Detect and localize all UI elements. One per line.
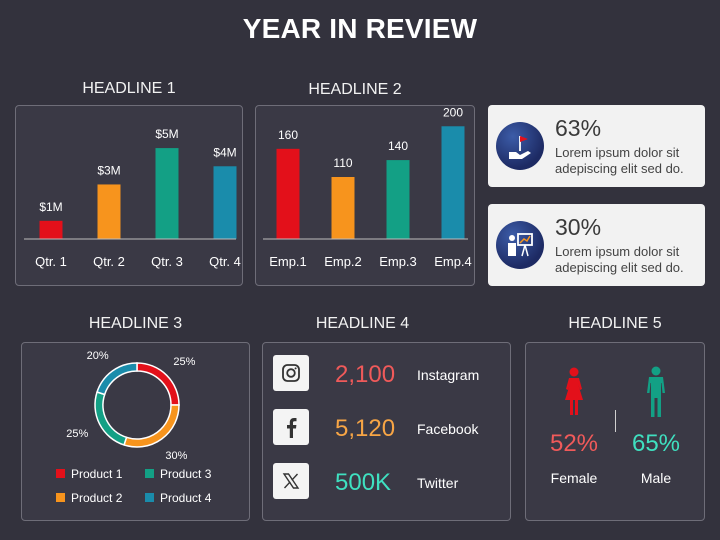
female-percent: 52% bbox=[549, 430, 599, 457]
bar bbox=[276, 148, 300, 239]
male-label: Male bbox=[640, 470, 672, 486]
legend-label: Product 4 bbox=[160, 491, 212, 505]
social-panel: 2,100 Instagram 5,120 Facebook 500K Twit… bbox=[262, 342, 511, 521]
flag-hand-icon bbox=[496, 122, 544, 170]
male-percent: 65% bbox=[631, 430, 681, 457]
facebook-icon bbox=[273, 409, 309, 445]
legend-swatch bbox=[145, 493, 154, 502]
legend-item: Product 1 bbox=[56, 467, 122, 481]
twitter-count: 500K bbox=[335, 469, 392, 496]
bar bbox=[441, 126, 465, 239]
category-tick-label: Emp.4 bbox=[434, 254, 472, 269]
male-icon bbox=[647, 366, 665, 417]
employee-chart-panel: 160 Emp.1 110 Emp.2 140 Emp.3 200 Emp.4 bbox=[255, 105, 475, 286]
stat-card-2: 30% Lorem ipsum dolor sit adepiscing eli… bbox=[488, 204, 705, 286]
category-tick-label: Emp.3 bbox=[379, 254, 417, 269]
bar-data-label: $5M bbox=[155, 127, 178, 141]
legend-label: Product 3 bbox=[160, 467, 212, 481]
slice-data-label: 30% bbox=[165, 450, 187, 462]
stat-text-2: Lorem ipsum dolor sit adepiscing elit se… bbox=[555, 244, 684, 275]
x-twitter-icon bbox=[273, 463, 309, 499]
bar bbox=[39, 220, 63, 239]
instagram-count: 2,100 bbox=[335, 361, 396, 388]
donut-slice bbox=[123, 404, 180, 448]
female-label: Female bbox=[550, 470, 598, 486]
twitter-label: Twitter bbox=[417, 475, 459, 491]
bar-data-label: 110 bbox=[333, 156, 352, 170]
donut-slice bbox=[96, 362, 138, 396]
category-tick-label: Emp.1 bbox=[269, 254, 307, 269]
bar-data-label: $1M bbox=[39, 200, 62, 214]
presentation-icon bbox=[496, 221, 544, 269]
gender-panel: 52% 65% Female Male bbox=[525, 342, 705, 521]
bar bbox=[386, 160, 410, 239]
category-tick-label: Qtr. 1 bbox=[35, 254, 67, 269]
headline-3: HEADLINE 3 bbox=[88, 315, 183, 332]
category-tick-label: Emp.2 bbox=[324, 254, 362, 269]
legend-swatch bbox=[56, 469, 65, 478]
bar-data-label: $4M bbox=[213, 145, 236, 159]
stat-text-1: Lorem ipsum dolor sit adepiscing elit se… bbox=[555, 145, 684, 176]
legend-swatch bbox=[145, 469, 154, 478]
donut-slice bbox=[136, 362, 180, 406]
slice-data-label: 20% bbox=[87, 350, 109, 362]
female-icon bbox=[565, 367, 583, 415]
legend-swatch bbox=[56, 493, 65, 502]
legend-label: Product 2 bbox=[71, 491, 123, 505]
legend-label: Product 1 bbox=[71, 467, 123, 481]
gender-divider bbox=[615, 410, 616, 432]
headline-4: HEADLINE 4 bbox=[315, 315, 410, 332]
product-donut-chart: 25% 30% 25% 20% bbox=[66, 350, 195, 462]
revenue-bar-chart: $1M Qtr. 1 $3M Qtr. 2 $5M Qtr. 3 $4M Qtr. 4 bbox=[24, 127, 241, 269]
legend-item: Product 4 bbox=[145, 491, 211, 505]
bar bbox=[97, 184, 121, 239]
bar bbox=[331, 177, 355, 239]
bar bbox=[213, 166, 237, 239]
category-tick-label: Qtr. 2 bbox=[93, 254, 125, 269]
facebook-count: 5,120 bbox=[335, 415, 396, 442]
category-tick-label: Qtr. 3 bbox=[151, 254, 183, 269]
bar-data-label: 200 bbox=[443, 106, 463, 119]
category-tick-label: Qtr. 4 bbox=[209, 254, 241, 269]
bar-data-label: 160 bbox=[278, 128, 298, 142]
instagram-icon bbox=[273, 355, 309, 391]
page-title: YEAR IN REVIEW bbox=[242, 13, 478, 44]
stat-value-2: 30% bbox=[555, 214, 602, 240]
headline-1: HEADLINE 1 bbox=[82, 80, 176, 97]
stat-card-1: 63% Lorem ipsum dolor sit adepiscing eli… bbox=[488, 105, 705, 187]
revenue-chart-panel: $1M Qtr. 1 $3M Qtr. 2 $5M Qtr. 3 $4M Qtr. 4 bbox=[15, 105, 243, 286]
headline-5: HEADLINE 5 bbox=[568, 315, 662, 332]
product-chart-panel: 25% 30% 25% 20% Product 1 Product 3 Product… bbox=[21, 342, 250, 521]
bar bbox=[155, 148, 179, 239]
slice-data-label: 25% bbox=[173, 356, 195, 368]
legend-item: Product 2 bbox=[56, 491, 122, 505]
employee-bar-chart: 160 Emp.1 110 Emp.2 140 Emp.3 200 Emp.4 bbox=[263, 105, 472, 269]
bar-data-label: $3M bbox=[97, 163, 120, 177]
legend-item: Product 3 bbox=[145, 467, 211, 481]
stat-value-1: 63% bbox=[555, 115, 602, 141]
slice-data-label: 25% bbox=[66, 428, 88, 440]
bar-data-label: 140 bbox=[388, 139, 408, 153]
donut-slice bbox=[94, 391, 128, 446]
facebook-label: Facebook bbox=[417, 421, 479, 437]
instagram-label: Instagram bbox=[417, 367, 480, 383]
headline-2: HEADLINE 2 bbox=[308, 81, 402, 98]
